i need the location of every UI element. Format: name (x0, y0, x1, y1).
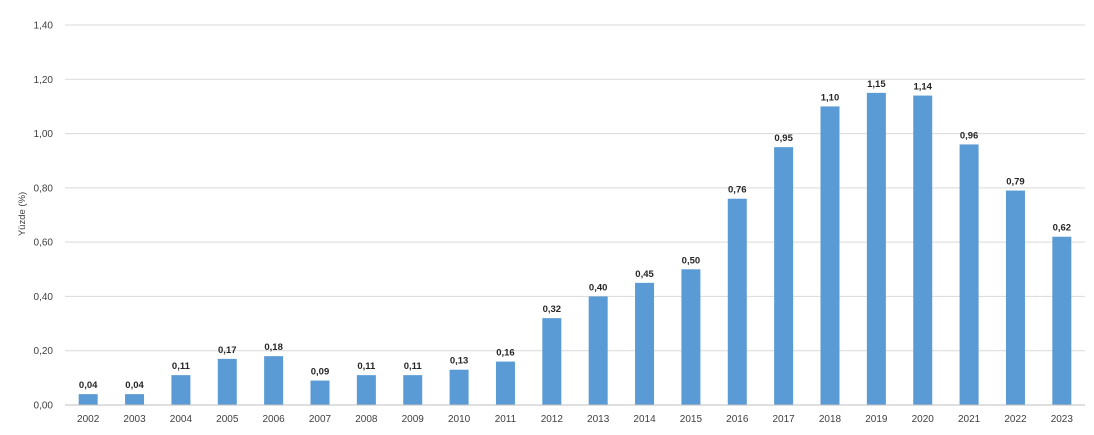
bar (588, 296, 608, 405)
x-tick-label: 2015 (680, 414, 703, 425)
y-tick-label: 1,40 (34, 21, 54, 32)
bar (171, 375, 191, 405)
x-tick-label: 2021 (958, 414, 981, 425)
bar (403, 375, 423, 405)
data-label: 0,40 (589, 282, 608, 293)
y-tick-label: 0,80 (34, 183, 54, 194)
y-tick-label: 0,40 (34, 292, 54, 303)
data-label: 0,96 (960, 130, 979, 141)
bar (78, 394, 98, 405)
data-label: 0,50 (682, 255, 701, 266)
bar (542, 318, 562, 405)
bar (959, 144, 979, 405)
x-tick-label: 2007 (309, 414, 332, 425)
data-label: 0,11 (357, 361, 376, 372)
bar (449, 369, 469, 405)
bar (1052, 236, 1072, 405)
data-label: 0,04 (79, 380, 98, 391)
x-tick-label: 2012 (541, 414, 564, 425)
bar (774, 147, 794, 405)
bar (125, 394, 145, 405)
x-tick-label: 2011 (495, 414, 517, 425)
x-tick-label: 2005 (216, 414, 239, 425)
x-tick-label: 2006 (263, 414, 286, 425)
x-tick-label: 2009 (402, 414, 425, 425)
bar (356, 375, 376, 405)
data-label: 0,79 (1006, 177, 1025, 188)
data-label: 0,13 (450, 356, 469, 367)
bar (681, 269, 701, 405)
data-label: 1,15 (867, 79, 886, 90)
bar (866, 92, 886, 405)
bar (820, 106, 840, 405)
data-label: 0,17 (218, 345, 237, 356)
y-axis-title: Yüzde (%) (17, 192, 28, 236)
x-tick-label: 2013 (587, 414, 610, 425)
bar (913, 95, 933, 406)
bar (727, 198, 747, 405)
x-tick-label: 2022 (1004, 414, 1027, 425)
data-label: 0,45 (635, 269, 654, 280)
bars (78, 92, 1072, 406)
bar (217, 358, 237, 405)
x-tick-label: 2008 (355, 414, 378, 425)
data-labels: 0,04 0,04 0,11 0,17 0,18 0,09 0,11 0,11 0,13 0,16… (79, 79, 1071, 391)
y-tick-label: 0,20 (34, 346, 54, 357)
y-tick-label: 1,20 (34, 75, 54, 86)
x-tick-label: 2019 (865, 414, 888, 425)
data-label: 0,16 (496, 348, 515, 359)
x-tick-label: 2004 (170, 414, 193, 425)
y-tick-label: 0,60 (34, 238, 54, 249)
data-label: 0,18 (264, 342, 283, 353)
data-label: 0,09 (311, 367, 330, 378)
data-label: 1,10 (821, 92, 840, 103)
y-axis-ticks: 0,00 0,20 0,40 0,60 0,80 1,00 1,20 1,40 (34, 21, 54, 412)
bar (264, 356, 284, 405)
x-tick-label: 2010 (448, 414, 471, 425)
data-label: 0,32 (543, 304, 562, 315)
y-tick-label: 0,00 (34, 401, 54, 412)
data-label: 0,76 (728, 185, 747, 196)
data-label: 0,11 (172, 361, 191, 372)
x-tick-label: 2014 (633, 414, 656, 425)
gridlines (65, 24, 1085, 352)
x-tick-label: 2017 (773, 414, 796, 425)
x-tick-label: 2018 (819, 414, 842, 425)
data-label: 0,62 (1053, 223, 1072, 234)
bar (1005, 190, 1025, 405)
data-label: 1,14 (913, 82, 932, 93)
x-tick-label: 2002 (77, 414, 100, 425)
data-label: 0,04 (125, 380, 144, 391)
x-tick-label: 2023 (1051, 414, 1074, 425)
x-axis-ticks: 2002 2003 2004 2005 2006 2007 2008 2009 2010 2011… (77, 414, 1073, 425)
bar (495, 361, 515, 405)
x-tick-label: 2003 (123, 414, 146, 425)
x-tick-label: 2020 (912, 414, 935, 425)
data-label: 0,95 (774, 133, 793, 144)
y-tick-label: 1,00 (34, 129, 54, 140)
bar (310, 380, 330, 405)
data-label: 0,11 (404, 361, 423, 372)
x-tick-label: 2016 (726, 414, 749, 425)
bar (635, 282, 655, 405)
